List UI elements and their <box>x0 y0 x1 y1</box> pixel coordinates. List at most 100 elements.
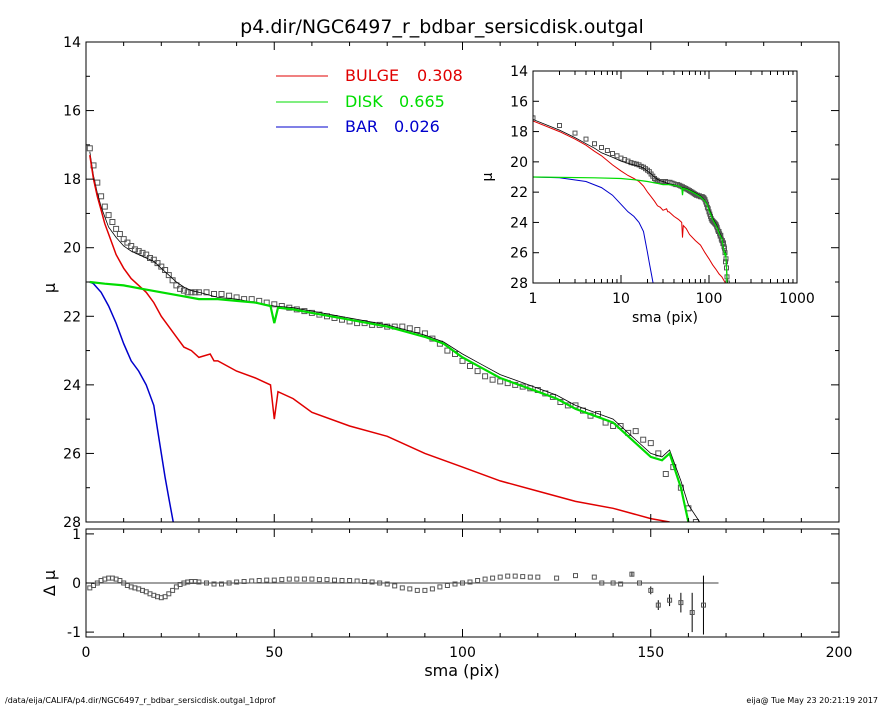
inset-y-tick-label: 16 <box>510 94 528 110</box>
inset-data-point <box>592 141 597 147</box>
residual-point <box>599 580 605 586</box>
x-tick-label: 100 <box>449 645 476 661</box>
inset-data-point <box>583 136 589 142</box>
data-point <box>692 519 699 522</box>
data-point <box>105 212 112 219</box>
residual-point <box>490 575 496 581</box>
inset-data-point <box>631 160 637 166</box>
residual-point <box>701 602 706 608</box>
model-line <box>89 151 701 522</box>
main-y-axis: 14 16 18 20 22 24 26 28 <box>63 35 840 531</box>
residual-point <box>678 600 684 606</box>
residual-point <box>520 574 526 580</box>
data-point <box>414 327 421 333</box>
inset-y-tick-label: 14 <box>510 64 528 80</box>
main-y-label: μ <box>40 283 59 293</box>
legend: BULGE 0.308 DISK 0.665 BAR 0.026 <box>276 66 463 136</box>
residual-point <box>211 581 217 587</box>
residual-point <box>362 579 368 584</box>
data-point <box>158 263 165 270</box>
residual-point <box>264 577 270 583</box>
inset-disk-line <box>533 176 728 283</box>
data-point <box>248 296 255 303</box>
data-point <box>474 368 481 375</box>
x-tick-label: 0 <box>82 645 91 661</box>
residual-point <box>554 575 560 581</box>
inset-data-point <box>599 145 604 150</box>
inset-data-point <box>557 123 562 128</box>
y-tick-label: 22 <box>63 309 81 325</box>
data-point <box>120 236 127 243</box>
residual-point <box>234 579 240 585</box>
residual-point <box>271 577 277 583</box>
data-point <box>131 246 138 253</box>
residual-point <box>241 579 247 584</box>
footer-timestamp: eija@ Tue May 23 20:21:19 2017 <box>746 696 878 705</box>
data-point <box>640 436 647 443</box>
inset-y-tick-label: 26 <box>510 246 528 262</box>
x-tick-label: 200 <box>826 645 853 661</box>
inset-y-label: μ <box>480 172 496 181</box>
residual-point <box>279 577 285 583</box>
main-plot-area <box>86 145 706 542</box>
data-point <box>184 289 191 296</box>
data-point <box>647 440 654 447</box>
bulge-line <box>89 154 670 522</box>
legend-bar-label: BAR <box>345 117 378 136</box>
bar-line <box>89 281 174 522</box>
residual-point <box>618 581 624 587</box>
residual-y-tick-label: 1 <box>72 527 81 543</box>
data-point <box>203 289 210 296</box>
data-point <box>98 193 105 200</box>
data-point <box>154 260 161 267</box>
residual-point <box>226 580 232 586</box>
residual-point <box>482 576 488 582</box>
residual-point <box>219 581 224 587</box>
inset-y-tick-label: 18 <box>510 125 528 141</box>
residual-point <box>369 579 375 585</box>
residual-point <box>437 584 443 590</box>
legend-bulge-label: BULGE <box>345 66 399 85</box>
inset-data-point <box>628 160 634 166</box>
residual-y-tick-label: 0 <box>72 576 81 592</box>
residual-point <box>162 594 168 600</box>
residual-point <box>286 576 292 582</box>
data-point <box>482 373 489 380</box>
inset-panel: 14 16 18 20 22 24 26 281 10 100 1000 μ sma (pix) <box>480 64 815 326</box>
data-point <box>180 287 187 294</box>
residual-point <box>535 574 541 580</box>
inset-data-point <box>726 289 730 293</box>
data-point <box>662 471 669 477</box>
data-point <box>467 363 473 369</box>
data-point <box>135 248 142 255</box>
data-point <box>165 272 172 279</box>
data-point <box>147 255 153 261</box>
data-point <box>701 537 706 542</box>
residual-point <box>339 578 345 583</box>
data-point <box>139 249 146 256</box>
legend-bulge-value: 0.308 <box>417 66 463 85</box>
legend-disk-label: DISK <box>345 92 383 111</box>
data-point <box>116 231 123 237</box>
disk-line <box>89 280 690 522</box>
residual-point <box>452 581 458 587</box>
inset-axes-frame <box>532 70 798 284</box>
residual-point <box>505 573 511 579</box>
inset-data-point <box>533 115 536 121</box>
residual-point <box>497 574 503 580</box>
legend-disk-value: 0.665 <box>399 92 445 111</box>
residual-point <box>170 587 176 593</box>
inset-bulge-line <box>533 120 727 283</box>
residual-point <box>527 574 533 580</box>
x-tick-label: 150 <box>637 645 664 661</box>
residual-point <box>407 586 413 592</box>
main-x-label: sma (pix) <box>424 661 499 680</box>
inset-y-tick-label: 28 <box>510 276 528 292</box>
residual-point <box>475 578 481 583</box>
inset-x-tick-label: 10 <box>612 291 630 307</box>
residual-point <box>637 580 642 586</box>
y-tick-label: 16 <box>63 104 81 120</box>
inset-data-point <box>572 130 578 136</box>
residual-point <box>256 578 262 583</box>
